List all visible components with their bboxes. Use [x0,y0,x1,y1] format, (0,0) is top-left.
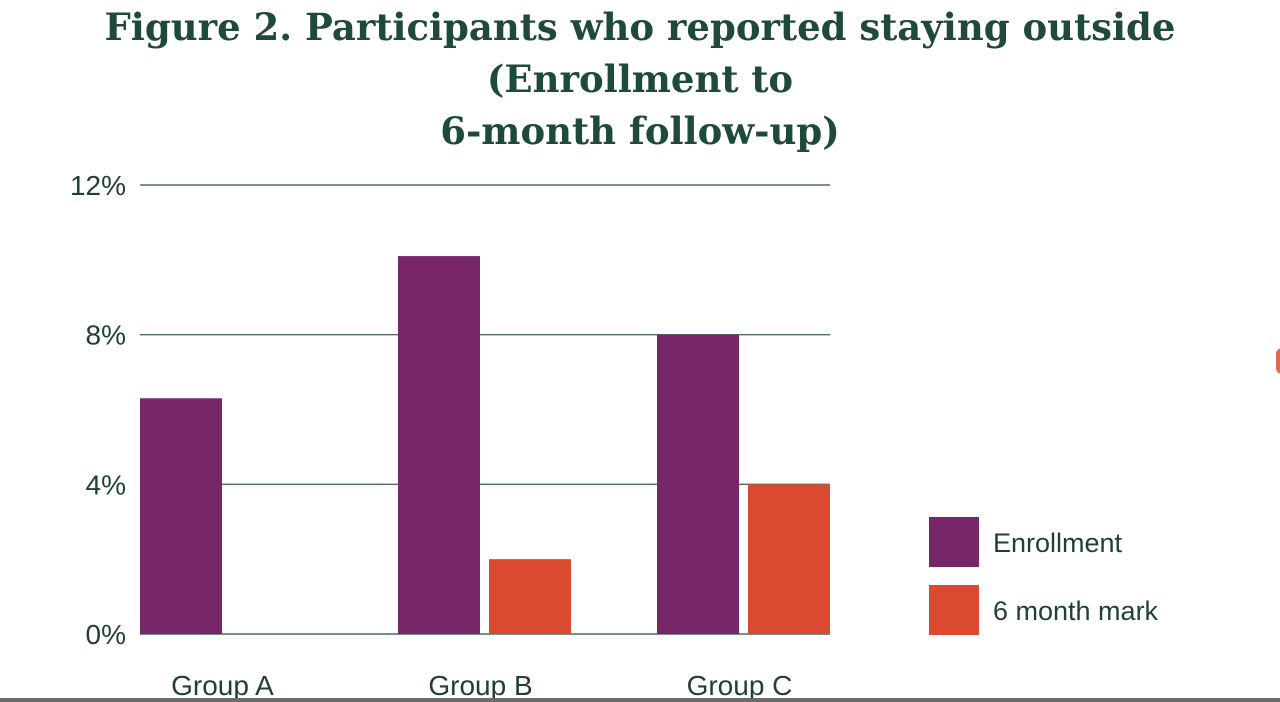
bar-group-c-enrollment [657,334,739,634]
legend-swatch-0 [929,517,979,567]
y-tick-label-1: 4% [86,469,126,500]
y-tick-label-3: 12% [70,170,126,201]
y-tick-label-2: 8% [86,320,126,351]
legend-label-0: Enrollment [993,528,1123,558]
legend-swatch-1 [929,585,979,635]
bar-group-a-enrollment [140,398,222,634]
legend-label-1: 6 month mark [993,596,1159,626]
y-tick-label-0: 0% [86,619,126,650]
x-category-label-1: Group B [428,670,532,701]
x-axis-categories: Group A Group B Group C [171,670,792,701]
chart-title-line-1: Figure 2. Participants who reported stay… [104,5,1176,101]
bottom-edge-bar [0,698,1280,702]
bar-group-b-enrollment [398,256,480,634]
edge-decoration [1276,348,1280,374]
bars [140,256,830,634]
x-category-label-2: Group C [687,670,793,701]
bar-group-c-6-month-mark [748,484,830,634]
chart-title: Figure 2. Participants who reported stay… [0,0,1280,157]
y-axis-ticks: 0% 4% 8% 12% [70,170,126,650]
legend: Enrollment 6 month mark [929,517,1159,635]
chart-title-line-2: 6-month follow-up) [440,109,840,153]
bar-group-b-6-month-mark [489,559,571,634]
x-category-label-0: Group A [171,670,274,701]
